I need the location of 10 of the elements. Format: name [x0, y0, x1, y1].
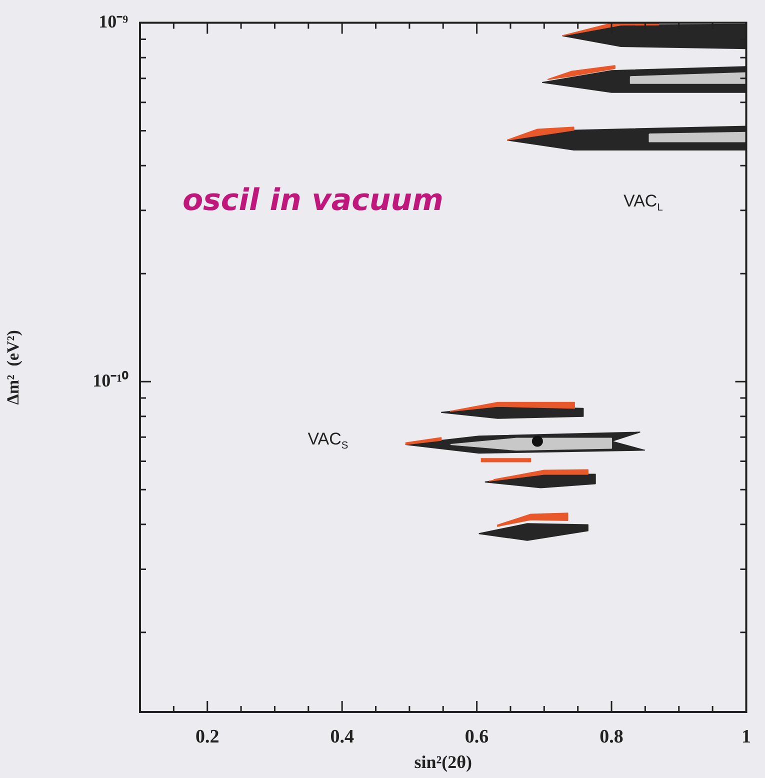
x-tick-label: 0.4 — [330, 726, 354, 748]
y-tick-label: 10⁻¹⁰ — [92, 370, 129, 390]
x-axis-title: sin²(2θ) — [414, 752, 472, 772]
y-axis-title: Δm² (eV²) — [4, 330, 23, 405]
y-tick-label: 10⁻⁹ — [98, 11, 129, 32]
x-tick-label: 0.6 — [464, 726, 489, 748]
x-tick-label: 1 — [742, 726, 751, 748]
annotation: oscil in vacuum — [182, 182, 444, 218]
x-tick-label: 0.2 — [195, 726, 220, 748]
x-tick-label: 0.8 — [600, 726, 624, 748]
